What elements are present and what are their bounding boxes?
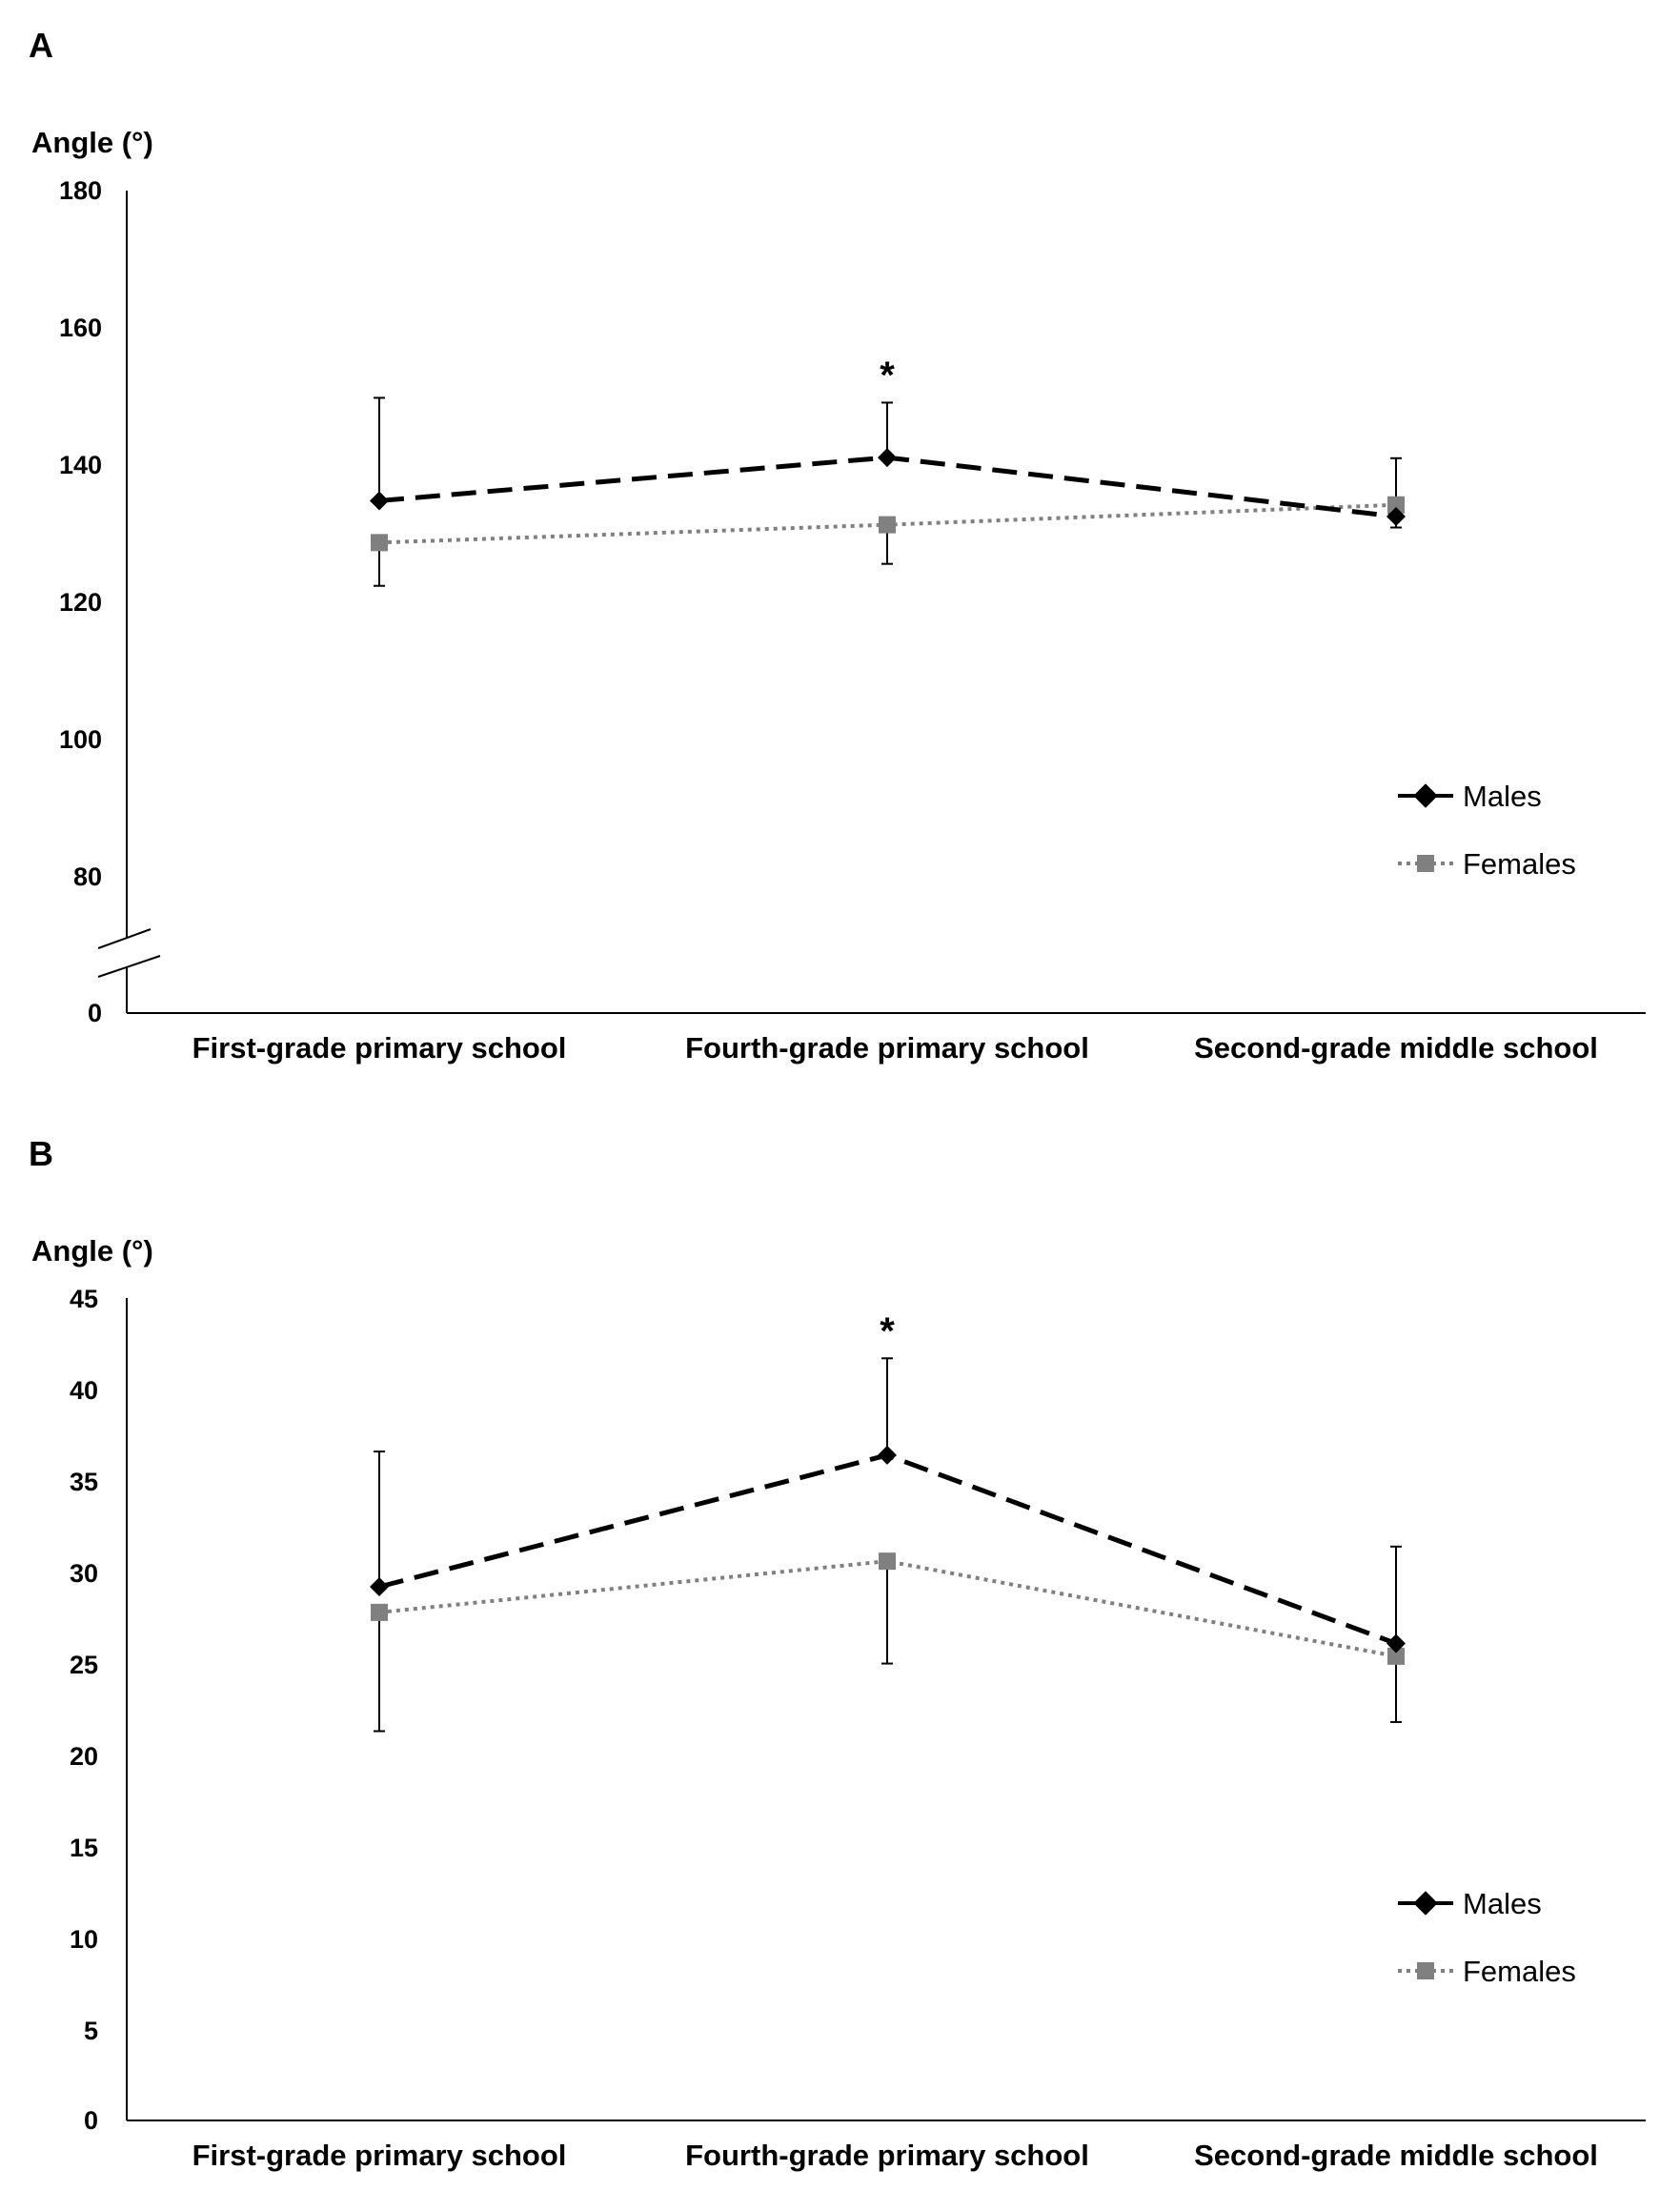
panel-b-y-tick-label: 45 <box>70 1285 98 1313</box>
panel-a-males-data-point <box>1387 507 1406 526</box>
panel-b: B Angle (°) 45 40 35 30 25 20 15 10 5 0 … <box>29 1134 1646 2172</box>
legend-females-label: Females <box>1463 847 1576 881</box>
panel-b-males-data-point <box>370 1577 389 1597</box>
panel-a-females-data-point <box>1387 496 1405 514</box>
panel-b-y-tick-label: 15 <box>70 1834 98 1862</box>
panel-b-males-data-point <box>878 1445 897 1465</box>
panel-a: A Angle (°) 180 160 140 120 100 80 0 Fir… <box>29 26 1646 1065</box>
panel-b-females-data-point <box>879 1552 896 1571</box>
panel-b-y-tick-label: 25 <box>70 1651 98 1679</box>
legend-males-label: Males <box>1463 1887 1542 1920</box>
panel-b-y-tick-label: 10 <box>70 1925 98 1954</box>
panel-a-x-category-label: First-grade primary school <box>192 1031 567 1065</box>
panel-a-y-tick-label: 0 <box>88 999 102 1027</box>
panel-a-x-category-label: Fourth-grade primary school <box>685 1031 1089 1065</box>
panel-b-males-data-point <box>1387 1633 1406 1653</box>
panel-b-y-tick-label: 35 <box>70 1468 98 1496</box>
panel-b-females-data-point <box>1387 1647 1405 1665</box>
panel-b-y-tick-label: 30 <box>70 1559 98 1588</box>
panel-a-y-tick-label: 120 <box>59 588 102 617</box>
legend-females-marker <box>1417 855 1434 872</box>
panel-b-y-tick-label: 0 <box>84 2106 98 2135</box>
legend-males-marker <box>1413 783 1438 808</box>
legend-males-marker <box>1413 1891 1438 1916</box>
panel-b-x-category-label: Fourth-grade primary school <box>685 2139 1089 2172</box>
panel-a-y-tick-label: 100 <box>59 725 102 754</box>
panel-a-females-data-point <box>371 534 388 552</box>
panel-a-significance-marker: * <box>880 355 895 396</box>
panel-a-x-category-label: Second-grade middle school <box>1194 1031 1598 1065</box>
panel-a-females-data-point <box>879 516 896 534</box>
panel-b-y-axis-title: Angle (°) <box>31 1234 153 1268</box>
panel-b-label: B <box>29 1134 53 1173</box>
panel-b-x-category-label: First-grade primary school <box>192 2139 567 2172</box>
panel-b-y-tick-label: 20 <box>70 1742 98 1771</box>
panel-a-males-data-point <box>370 491 389 511</box>
panel-b-y-tick-label: 5 <box>84 2017 98 2045</box>
panel-b-y-tick-label: 40 <box>70 1376 98 1405</box>
panel-a-plot-area <box>370 396 1406 587</box>
panel-a-y-tick-label: 140 <box>59 451 102 479</box>
legend-males-label: Males <box>1463 780 1542 813</box>
panel-b-x-category-label: Second-grade middle school <box>1194 2139 1598 2172</box>
panel-a-y-axis-title: Angle (°) <box>31 126 153 159</box>
panel-b-legend: Males Females <box>1398 1887 1576 1988</box>
panel-a-axis-break-mark <box>97 955 161 978</box>
panel-a-label: A <box>29 26 53 65</box>
legend-females-label: Females <box>1463 1955 1576 1988</box>
panel-a-y-tick-label: 160 <box>59 314 102 342</box>
legend-females-marker <box>1417 1962 1434 1979</box>
panel-a-y-tick-label: 80 <box>73 862 102 891</box>
panel-b-significance-marker: * <box>880 1310 895 1352</box>
panel-a-legend: Males Females <box>1398 780 1576 881</box>
panel-b-plot-area <box>370 1357 1406 1733</box>
panel-b-females-data-point <box>371 1603 388 1621</box>
panel-a-males-data-point <box>878 448 897 468</box>
panel-a-axis-break-mark <box>97 928 152 949</box>
panel-a-y-tick-label: 180 <box>59 176 102 205</box>
